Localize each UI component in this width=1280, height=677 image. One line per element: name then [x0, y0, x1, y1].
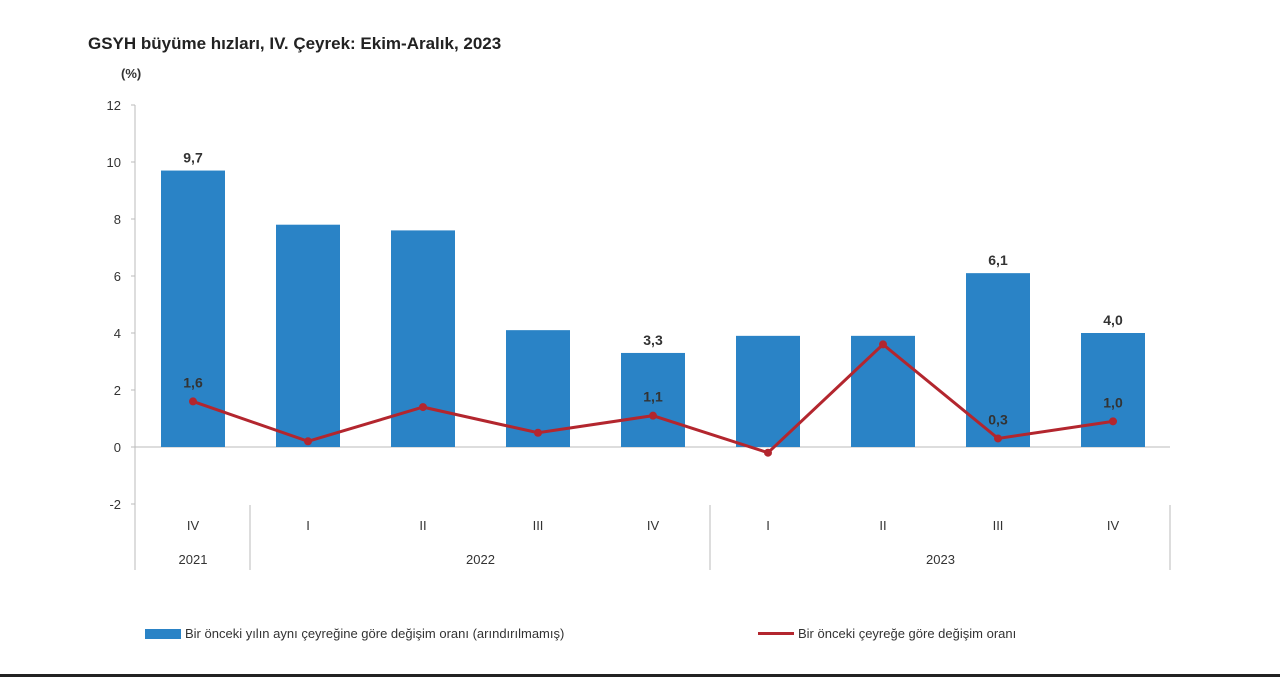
line-label: 0,3: [988, 411, 1008, 427]
legend-line-label: Bir önceki çeyreğe göre değişim oranı: [798, 626, 1017, 641]
chart-title: GSYH büyüme hızları, IV. Çeyrek: Ekim-Ar…: [88, 34, 502, 53]
legend-bar-label: Bir önceki yılın aynı çeyreğine göre değ…: [185, 626, 565, 641]
line-label: 1,1: [643, 389, 663, 405]
bar: [1081, 333, 1145, 447]
bar-label: 4,0: [1103, 312, 1123, 328]
x-tick-label: II: [419, 518, 426, 533]
line-point: [879, 340, 887, 349]
bar: [621, 352, 685, 447]
line-point: [419, 403, 427, 412]
x-tick-label: IV: [1107, 518, 1120, 533]
year-label: 2022: [466, 552, 495, 567]
legend-bar: Bir önceki yılın aynı çeyreğine göre değ…: [145, 626, 564, 641]
year-label: 2021: [179, 552, 208, 567]
bar-label: 6,1: [988, 252, 1008, 268]
line-point: [534, 428, 542, 437]
y-tick-label: 0: [114, 440, 121, 455]
y-axis-unit: (%): [121, 66, 142, 81]
bar-label: 9,7: [183, 150, 203, 166]
bar-label: 3,3: [643, 332, 663, 348]
y-tick-label: 6: [114, 269, 121, 284]
y-tick-label: 8: [114, 212, 121, 227]
line-point: [764, 448, 772, 457]
bar: [736, 335, 800, 447]
line-point: [189, 397, 197, 406]
line-point: [1109, 417, 1117, 426]
y-tick-label: -2: [109, 497, 121, 512]
legend-line: Bir önceki çeyreğe göre değişim oranı: [758, 626, 1016, 641]
x-tick-label: IV: [187, 518, 200, 533]
x-tick-label: I: [306, 518, 310, 533]
line-label: 1,0: [1103, 394, 1123, 410]
line-label: 1,6: [183, 374, 203, 390]
frame-border: [0, 674, 1280, 677]
bar: [966, 273, 1030, 447]
line-point: [649, 411, 657, 420]
line-point: [994, 434, 1002, 443]
y-tick-label: 12: [107, 98, 121, 113]
x-tick-label: I: [766, 518, 770, 533]
bar: [161, 170, 225, 448]
bar: [851, 335, 915, 447]
bar: [276, 224, 340, 447]
year-label: 2023: [926, 552, 955, 567]
x-tick-label: III: [993, 518, 1004, 533]
x-tick-label: III: [533, 518, 544, 533]
legend-bar-swatch: [145, 628, 181, 639]
y-tick-label: 4: [114, 326, 121, 341]
legend-line-swatch: [758, 632, 794, 635]
y-tick-label: 10: [107, 155, 121, 170]
line-point: [304, 437, 312, 446]
x-tick-label: II: [879, 518, 886, 533]
x-tick-label: IV: [647, 518, 660, 533]
y-tick-label: 2: [114, 383, 121, 398]
